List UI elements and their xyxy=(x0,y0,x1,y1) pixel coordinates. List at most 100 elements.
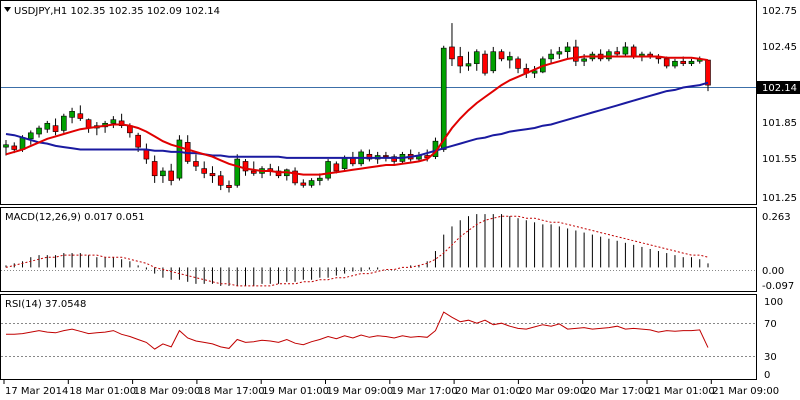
macd-tick: 0.263 xyxy=(762,212,791,223)
macd-signal-line xyxy=(5,215,709,287)
time-tick-label: 19 Mar 09:00 xyxy=(327,386,394,397)
price-tick: 102.45 xyxy=(762,42,797,53)
candle-body xyxy=(168,170,174,181)
time-tick-label: 18 Mar 09:00 xyxy=(134,386,201,397)
candle-body xyxy=(564,46,571,53)
time-tick-label: 21 Mar 01:00 xyxy=(648,386,715,397)
candle-body xyxy=(581,58,587,62)
current-price-badge-bg xyxy=(757,81,800,94)
candle-body xyxy=(630,46,637,57)
rsi-panel-frame xyxy=(0,294,757,380)
time-tick-label: 20 Mar 01:00 xyxy=(455,386,522,397)
candle-body xyxy=(44,122,51,130)
candle-body xyxy=(341,157,348,169)
candle-body xyxy=(242,161,249,172)
candle-body xyxy=(143,149,150,160)
candle-body xyxy=(622,46,629,55)
candle-body xyxy=(234,158,241,186)
price-tick: 101.85 xyxy=(762,118,797,129)
time-tick-label: 20 Mar 09:00 xyxy=(519,386,586,397)
rsi-series-line xyxy=(6,311,709,350)
candle-body xyxy=(490,51,497,72)
fast-ma-line xyxy=(5,55,709,176)
macd-tick: 0.00 xyxy=(762,266,784,277)
candle-body xyxy=(672,60,678,67)
candle-body xyxy=(705,59,711,86)
moving-averages xyxy=(5,55,709,176)
candle-body xyxy=(201,168,208,174)
price-tick: 102.75 xyxy=(762,6,797,17)
symbol-dropdown-icon[interactable] xyxy=(4,7,11,12)
rsi-tick: 70 xyxy=(764,319,777,330)
candle-body xyxy=(614,51,620,55)
candle-body xyxy=(573,46,579,62)
candle-body xyxy=(226,185,232,188)
candle-body xyxy=(333,163,340,172)
macd-header: MACD(12,26,9) 0.017 0.051 xyxy=(5,212,145,223)
candle-body xyxy=(61,115,67,131)
rsi-tick: 100 xyxy=(764,297,783,308)
candle-body xyxy=(160,170,166,177)
candle-body xyxy=(275,170,282,177)
candle-body xyxy=(663,58,670,67)
candle-body xyxy=(457,56,464,67)
candle-body xyxy=(515,58,521,69)
candle-body xyxy=(606,51,612,60)
candle-body xyxy=(473,51,480,64)
time-tick-label: 19 Mar 01:00 xyxy=(262,386,329,397)
candle-body xyxy=(292,170,298,184)
candle-body xyxy=(193,161,199,167)
candle-body xyxy=(440,47,447,150)
candle-body xyxy=(176,139,183,179)
candle-body xyxy=(506,56,513,61)
time-tick-label: 21 Mar 09:00 xyxy=(712,386,779,397)
candle-body xyxy=(556,51,563,55)
candle-body xyxy=(498,51,505,60)
candle-body xyxy=(688,60,695,64)
price-tick: 101.55 xyxy=(762,154,797,165)
time-tick-label: 17 Mar 2014 xyxy=(5,386,68,397)
candle-body xyxy=(110,119,117,124)
rsi-tick: 0 xyxy=(764,370,770,381)
candle-body xyxy=(531,70,538,74)
rsi-header: RSI(14) 37.0548 xyxy=(5,299,86,310)
candle-body xyxy=(250,170,257,174)
candle-body xyxy=(11,145,18,150)
candle-body xyxy=(300,182,307,186)
candle-body xyxy=(366,153,373,160)
candle-body xyxy=(36,127,42,135)
candle-body xyxy=(449,46,455,60)
candle-body xyxy=(217,175,224,186)
candle-body xyxy=(482,53,488,74)
main-panel-frame xyxy=(0,0,757,205)
candle-body xyxy=(135,134,141,148)
main-header: USDJPY,H1 102.35 102.35 102.09 102.14 xyxy=(14,6,220,17)
price-candles xyxy=(3,23,711,193)
candle-body xyxy=(209,173,216,177)
candle-body xyxy=(151,161,158,177)
candle-body xyxy=(118,120,125,126)
candle-body xyxy=(308,180,315,186)
candle-body xyxy=(383,155,389,157)
candle-body xyxy=(52,125,59,132)
candle-body xyxy=(325,161,331,179)
candle-body xyxy=(77,113,84,119)
price-axis: 102.75 102.45 101.85 101.55 101.25 xyxy=(762,6,797,204)
macd-panel-frame xyxy=(0,207,757,292)
candle-body xyxy=(3,144,9,148)
candle-body xyxy=(548,53,554,60)
candle-body xyxy=(680,60,687,64)
current-price-badge: 102.14 xyxy=(762,83,797,94)
time-tick-label: 20 Mar 17:00 xyxy=(584,386,651,397)
candle-body xyxy=(465,63,472,67)
candle-body xyxy=(317,177,323,181)
candle-body xyxy=(391,156,397,162)
macd-histogram xyxy=(5,214,709,287)
macd-tick: -0.097 xyxy=(762,281,794,292)
time-tick-label: 18 Mar 17:00 xyxy=(198,386,265,397)
price-tick: 101.25 xyxy=(762,193,797,204)
time-tick-label: 19 Mar 17:00 xyxy=(391,386,458,397)
candle-body xyxy=(27,132,34,140)
